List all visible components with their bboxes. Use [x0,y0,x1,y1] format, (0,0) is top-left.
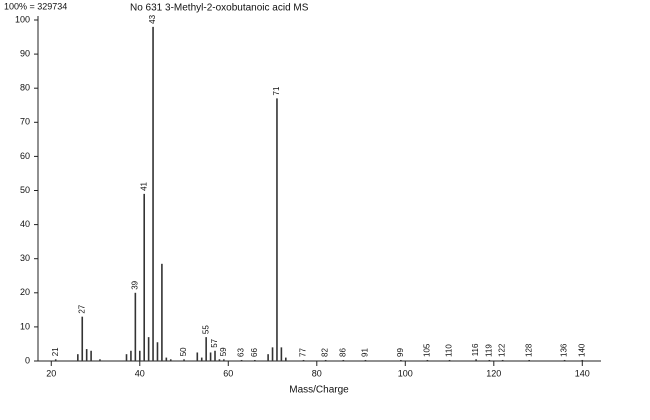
x-tick-label: 140 [575,368,590,378]
intensity-scale: 100% = 329734 [4,1,67,11]
peak-label: 50 [179,347,188,356]
y-tick-label: 50 [20,185,30,195]
peak-label: 55 [201,325,210,334]
y-tick-label: 90 [20,48,30,58]
peak-label: 136 [560,343,569,357]
y-tick-label: 70 [20,117,30,127]
peak-label: 71 [272,86,281,95]
peak-label: 82 [321,348,330,357]
y-tick-label: 40 [20,219,30,229]
peak-label: 57 [210,338,219,347]
peak-label: 39 [130,280,139,289]
x-tick-label: 100 [398,368,413,378]
peak-label: 99 [396,348,405,357]
x-tick-label: 60 [223,368,233,378]
peak-label: 59 [219,347,228,356]
x-tick-label: 80 [312,368,322,378]
peak-label: 140 [577,343,586,357]
x-tick-label: 120 [486,368,501,378]
peak-label: 77 [299,348,308,357]
peak-label: 41 [139,181,148,190]
y-tick-label: 60 [20,151,30,161]
peak-label: 21 [51,347,60,356]
y-tick-label: 80 [20,83,30,93]
peak-label: 86 [338,348,347,357]
peak-label: 63 [237,348,246,357]
chart-title: No 631 3-Methyl-2-oxobutanoic acid MS [130,3,309,14]
peak-label: 27 [77,304,86,313]
y-tick-label: 100 [15,14,30,24]
x-tick-label: 20 [46,368,56,378]
peak-label: 122 [498,343,507,357]
x-tick-label: 40 [135,368,145,378]
y-tick-label: 0 [25,355,30,365]
peak-label: 116 [471,343,480,356]
x-axis-label: Mass/Charge [289,385,349,396]
peak-label: 105 [423,343,432,357]
peak-label: 119 [484,344,493,357]
peak-label: 91 [361,348,370,357]
y-tick-label: 30 [20,253,30,263]
peak-label: 110 [445,344,454,357]
y-tick-label: 20 [20,287,30,297]
peak-label: 43 [148,14,157,23]
y-tick-label: 10 [20,321,30,331]
peak-label: 66 [250,348,259,357]
peak-label: 128 [524,343,533,357]
